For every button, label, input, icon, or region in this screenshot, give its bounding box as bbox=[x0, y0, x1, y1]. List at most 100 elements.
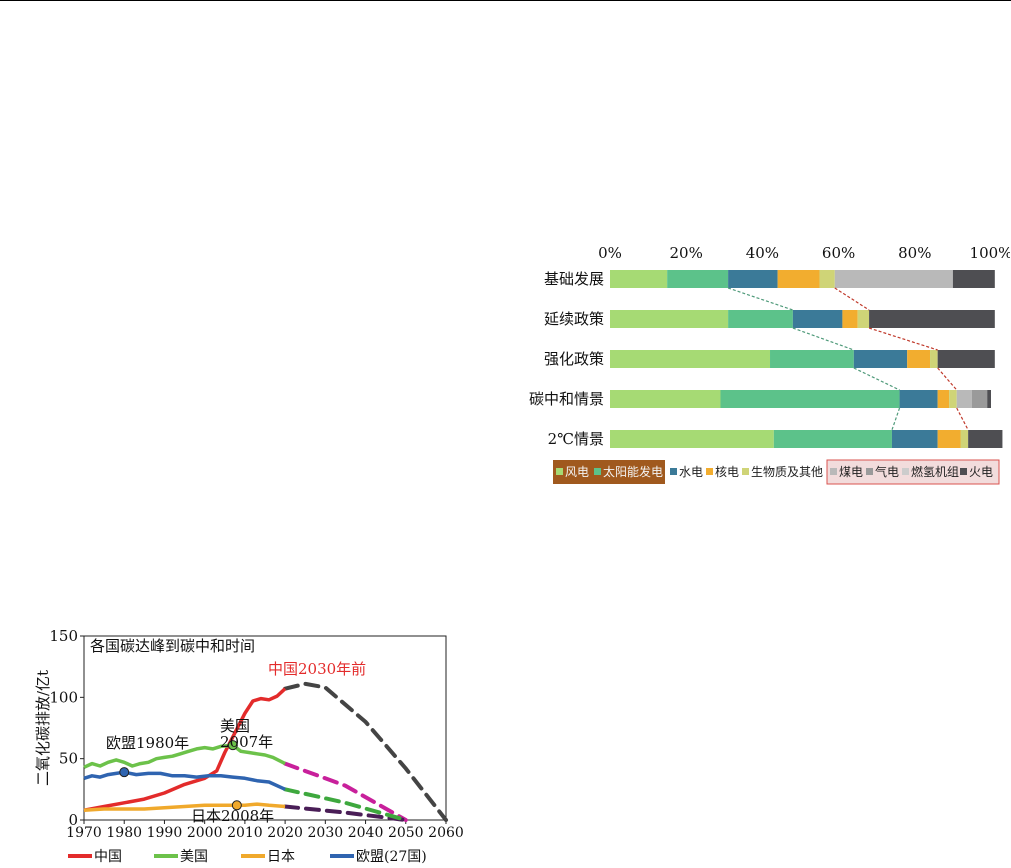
series-line-美国 bbox=[83, 743, 286, 769]
legend-label: 核电 bbox=[715, 465, 739, 479]
x-tick-label: 2030 bbox=[308, 825, 344, 841]
series-line-欧盟(27国) bbox=[83, 770, 286, 791]
chart-title: 各国碳达峰到碳中和时间 bbox=[90, 637, 255, 655]
legend-label: 生物质及其他 bbox=[751, 465, 823, 479]
y-tick-label: 50 bbox=[59, 750, 78, 768]
legend-swatch bbox=[830, 468, 837, 475]
dashed-connector-line bbox=[891, 407, 901, 431]
peak-label-eu: 欧盟1980年 bbox=[106, 734, 189, 752]
category-label: 延续政策 bbox=[544, 310, 604, 328]
legend-group-box bbox=[553, 460, 665, 484]
projection-line-欧盟(27国) bbox=[283, 787, 408, 822]
bar-segment-核电 bbox=[777, 270, 820, 288]
bar-segment-水电 bbox=[728, 270, 778, 288]
bar-segment-生物质及其他 bbox=[857, 310, 870, 328]
bar-segment-风电 bbox=[610, 430, 774, 448]
legend-label: 中国 bbox=[94, 849, 122, 865]
legend-swatch bbox=[556, 468, 563, 475]
peak-marker bbox=[231, 800, 242, 811]
bar-segment-生物质及其他 bbox=[960, 430, 969, 448]
bar-segment-核电 bbox=[842, 310, 858, 328]
x-tick-label: 2000 bbox=[187, 825, 223, 841]
series-line-日本 bbox=[83, 802, 286, 812]
series-line-中国 bbox=[83, 687, 287, 812]
legend-swatch bbox=[960, 468, 967, 475]
y-tick-label: 100 bbox=[49, 688, 78, 706]
dashed-connector-line bbox=[868, 327, 938, 351]
legend-label: 火电 bbox=[969, 465, 993, 479]
bar-segment-风电 bbox=[610, 390, 721, 408]
x-tick-label: 2050 bbox=[388, 825, 424, 841]
carbon-emission-line-chart: 0 50 100 150 1970 1980 1990 2000 2010 2020 2030 204… bbox=[34, 627, 464, 865]
x-tick-label: 80% bbox=[898, 244, 931, 262]
x-tick-label: 1970 bbox=[66, 825, 102, 841]
x-tick-label: 60% bbox=[822, 244, 855, 262]
legend-label: 美国 bbox=[180, 849, 208, 865]
projection-line-美国 bbox=[283, 761, 408, 822]
dashed-connector-line bbox=[727, 287, 794, 311]
peak-label-us-year: 2007年 bbox=[220, 733, 273, 751]
dashed-connector-line bbox=[853, 367, 900, 391]
dashed-connector-line bbox=[792, 327, 855, 351]
x-tick-label: 1980 bbox=[106, 825, 142, 841]
legend-swatch bbox=[594, 468, 601, 475]
bar-segment-太阳能发电 bbox=[728, 310, 793, 328]
legend-label: 煤电 bbox=[839, 465, 863, 479]
bar-segment-生物质及其他 bbox=[819, 270, 835, 288]
bar-segment-太阳能发电 bbox=[770, 350, 854, 368]
x-tick-label: 2060 bbox=[428, 825, 464, 841]
bar-segment-核电 bbox=[937, 390, 950, 408]
bar-segment-风电 bbox=[610, 310, 729, 328]
bar-segment-火电 bbox=[952, 270, 995, 288]
bar-segment-风电 bbox=[610, 270, 668, 288]
y-axis-label: 二氧化碳排放/亿t bbox=[34, 670, 52, 786]
peak-label-us: 美国 bbox=[220, 717, 250, 735]
bar-segment-太阳能发电 bbox=[720, 390, 900, 408]
legend-swatch bbox=[902, 468, 909, 475]
bar-segment-风电 bbox=[610, 350, 771, 368]
projection-line-日本 bbox=[283, 804, 408, 822]
bar-segment-水电 bbox=[853, 350, 908, 368]
legend-label: 日本 bbox=[267, 849, 295, 865]
peak-marker bbox=[227, 740, 238, 751]
legend-label: 太阳能发电 bbox=[603, 464, 663, 479]
dashed-connector-line bbox=[834, 287, 870, 311]
bar-segment-生物质及其他 bbox=[949, 390, 957, 408]
y-tick-label: 150 bbox=[49, 627, 78, 645]
category-label: 2℃情景 bbox=[548, 430, 604, 448]
dashed-connector-line bbox=[937, 367, 958, 391]
peak-label-japan: 日本2008年 bbox=[191, 807, 274, 825]
bar-segment-火电 bbox=[869, 310, 995, 328]
x-tick-label: 40% bbox=[746, 244, 779, 262]
legend-group-box bbox=[826, 459, 1000, 485]
bar-segment-水电 bbox=[792, 310, 843, 328]
bar-segment-核电 bbox=[907, 350, 931, 368]
china-peak-annotation: 中国2030年前 bbox=[268, 660, 366, 678]
bar-segment-火电 bbox=[987, 390, 991, 408]
category-label: 基础发展 bbox=[544, 270, 604, 288]
legend-swatch bbox=[670, 468, 677, 475]
bar-segment-火电 bbox=[968, 430, 1003, 448]
plot-frame bbox=[83, 635, 447, 821]
category-label: 强化政策 bbox=[544, 350, 604, 368]
bar-segment-核电 bbox=[937, 430, 961, 448]
legend-label: 欧盟(27国) bbox=[356, 849, 427, 865]
legend-label: 燃氢机组 bbox=[911, 464, 959, 479]
peak-marker bbox=[119, 767, 130, 778]
bar-segment-火电 bbox=[937, 350, 995, 368]
x-tick-label: 2010 bbox=[227, 825, 263, 841]
y-tick-label: 0 bbox=[68, 811, 78, 829]
legend-swatch bbox=[742, 468, 749, 475]
x-tick-label: 2020 bbox=[267, 825, 303, 841]
bar-segment-煤电 bbox=[834, 270, 953, 288]
bar-segment-太阳能发电 bbox=[773, 430, 892, 448]
bar-segment-太阳能发电 bbox=[667, 270, 729, 288]
legend-swatch bbox=[866, 468, 873, 475]
x-tick-label: 2040 bbox=[348, 825, 384, 841]
category-label: 碳中和情景 bbox=[529, 390, 604, 408]
x-tick-label: 1990 bbox=[147, 825, 183, 841]
bar-segment-煤电 bbox=[956, 390, 972, 408]
legend-label: 风电 bbox=[565, 465, 589, 479]
x-tick-label: 100% bbox=[970, 244, 1010, 262]
